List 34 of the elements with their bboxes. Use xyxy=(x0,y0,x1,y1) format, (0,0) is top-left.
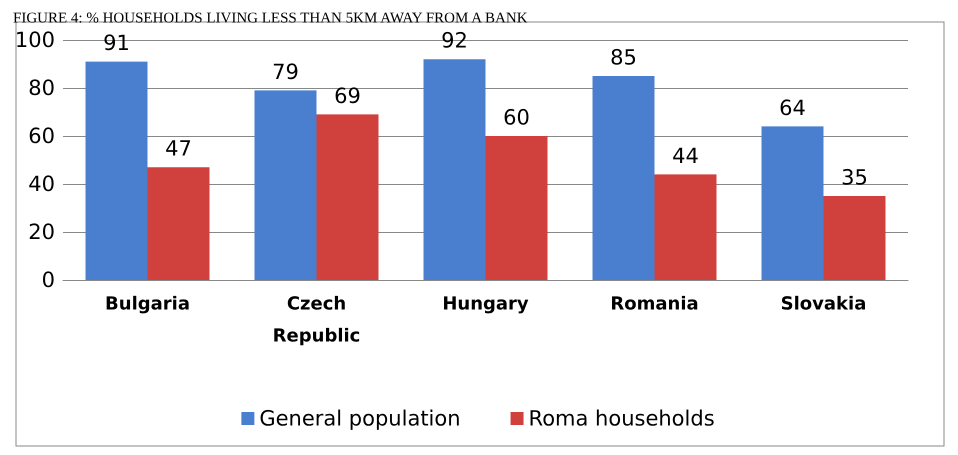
data-label: 64 xyxy=(779,96,806,120)
data-label: 44 xyxy=(672,144,699,168)
data-label: 79 xyxy=(272,60,299,84)
bar xyxy=(148,167,210,280)
y-tick-label: 80 xyxy=(28,76,55,100)
y-tick-label: 40 xyxy=(28,172,55,196)
y-tick-label: 100 xyxy=(14,28,55,52)
y-tick-label: 20 xyxy=(28,220,55,244)
x-tick-label: Czech Republic xyxy=(272,294,360,346)
x-tick-label: Bulgaria xyxy=(105,294,190,314)
legend-label: Roma households xyxy=(528,406,715,430)
bar xyxy=(486,136,548,280)
bar xyxy=(86,62,148,280)
bar xyxy=(316,114,378,280)
bar xyxy=(424,59,486,280)
bar xyxy=(254,90,316,280)
x-tick-label: Hungary xyxy=(442,294,529,314)
y-tick-label: 0 xyxy=(42,268,55,292)
legend-label: General population xyxy=(259,406,461,430)
x-tick-label: Romania xyxy=(610,294,699,314)
data-label: 91 xyxy=(103,31,130,56)
data-label: 60 xyxy=(503,106,530,130)
data-label: 35 xyxy=(841,166,868,190)
bar xyxy=(762,126,824,280)
x-tick-label: Slovakia xyxy=(780,294,866,314)
y-tick-label: 60 xyxy=(28,124,55,148)
bar xyxy=(824,196,886,280)
bar xyxy=(592,76,654,280)
data-label: 69 xyxy=(334,84,361,108)
data-label: 47 xyxy=(165,136,192,161)
data-label: 85 xyxy=(610,46,637,70)
data-label: 92 xyxy=(441,28,468,53)
bar xyxy=(654,174,716,280)
chart-title: FIGURE 4: % HOUSEHOLDS LIVING LESS THAN 5KM AWAY FROM A BANK xyxy=(13,10,528,26)
